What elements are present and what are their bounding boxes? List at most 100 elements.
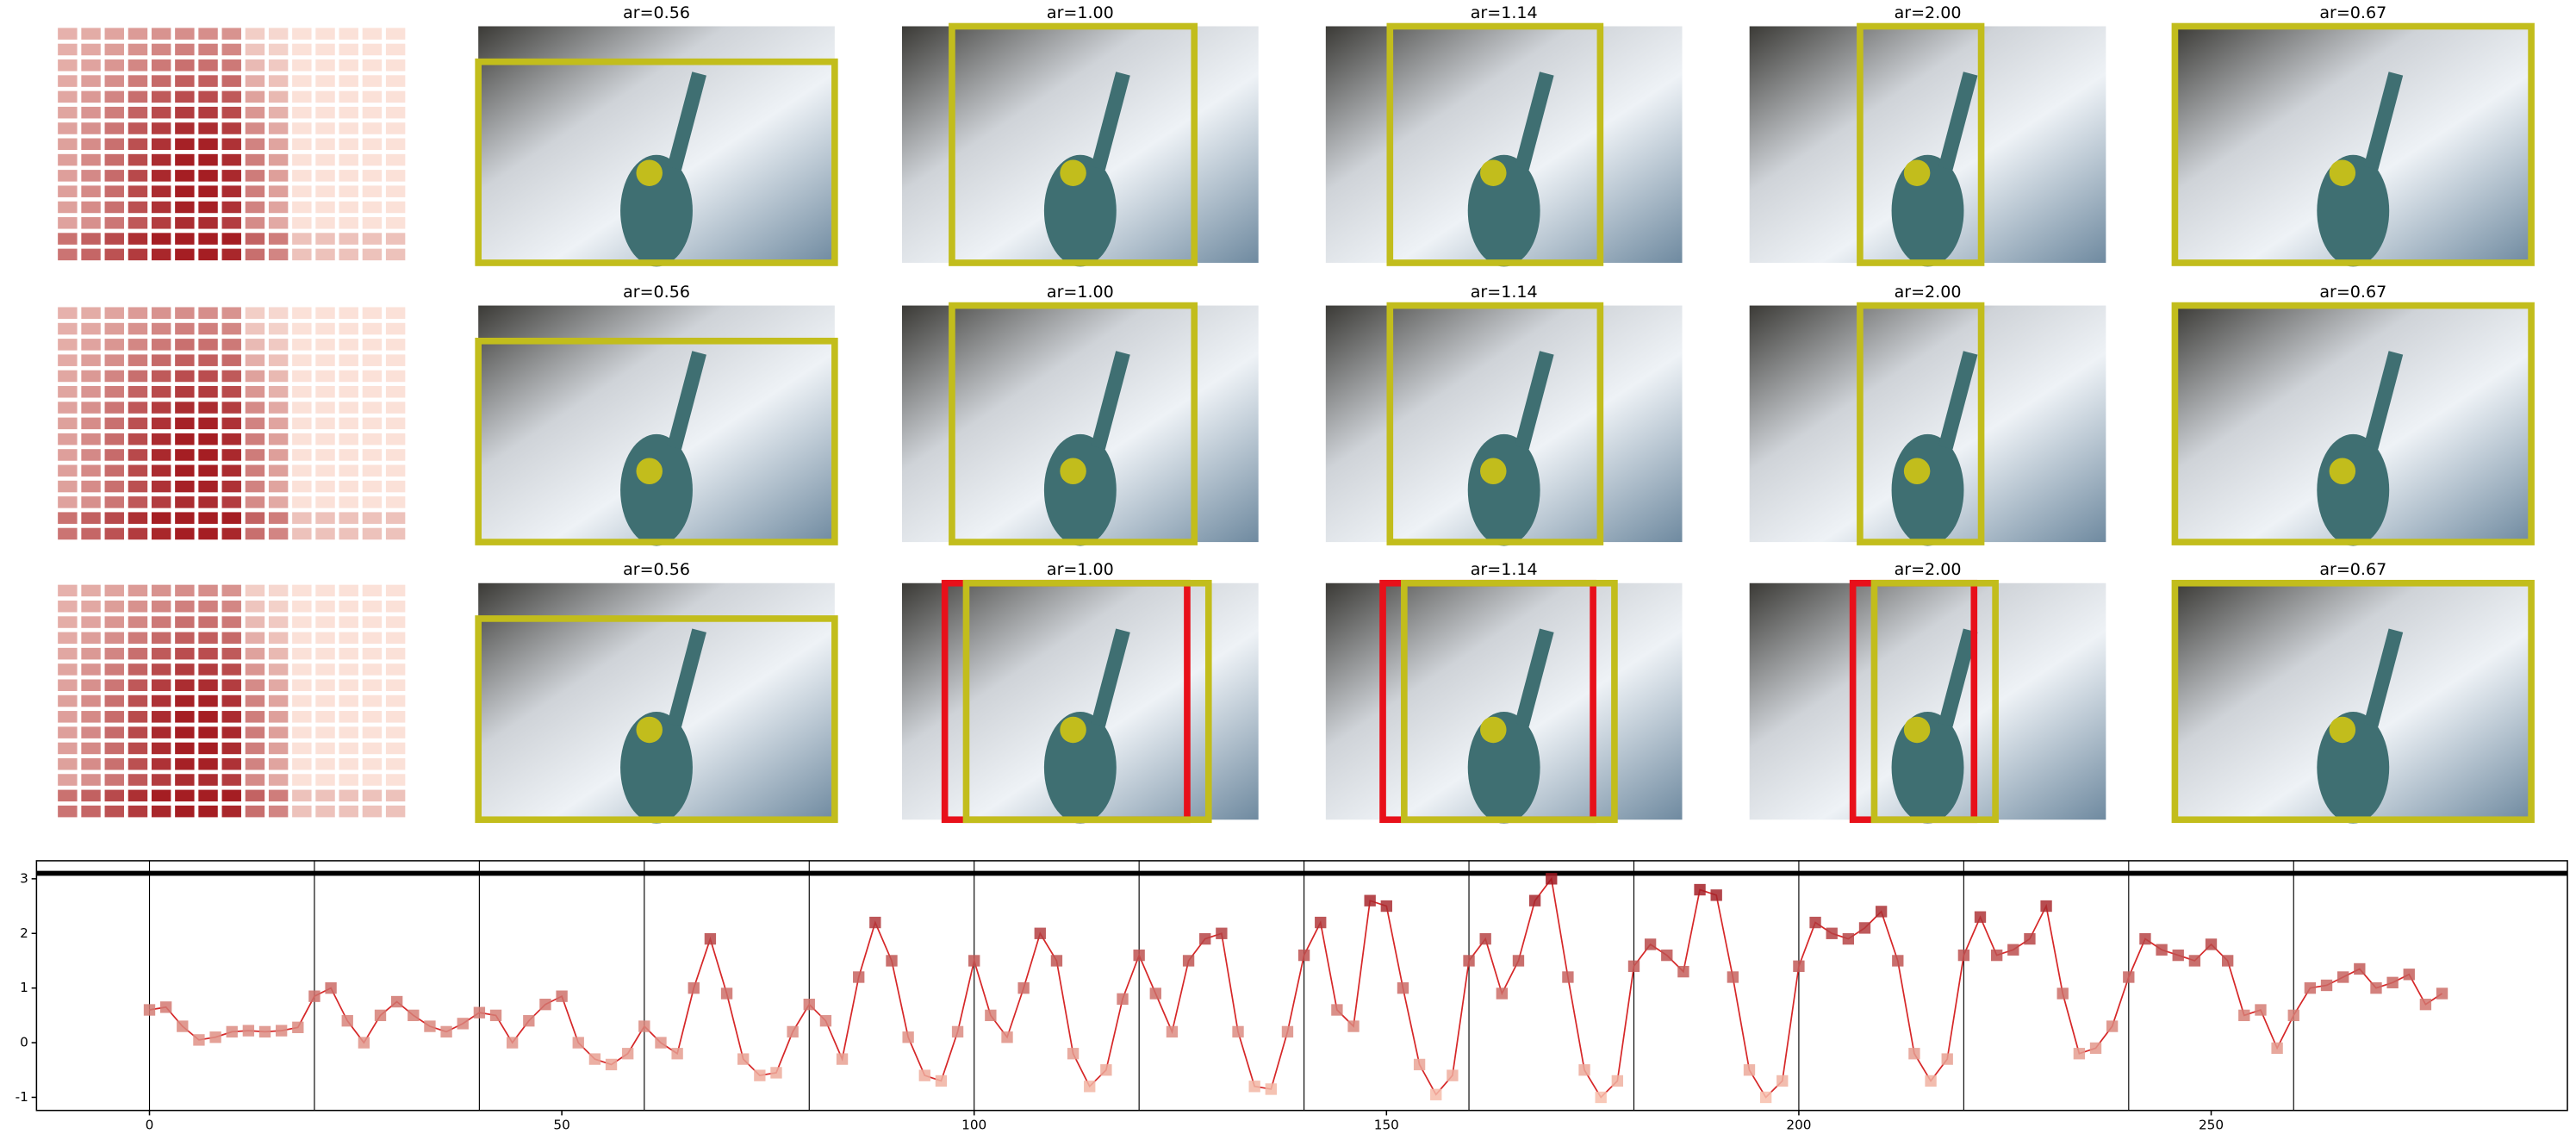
marker xyxy=(2436,987,2448,1000)
heatmap xyxy=(58,307,406,540)
heatmap-cell xyxy=(339,354,358,366)
heatmap-cell xyxy=(315,527,335,540)
heatmap-cell xyxy=(362,616,383,628)
heatmap-cell xyxy=(81,789,101,802)
heatmap-cell xyxy=(385,201,406,214)
marker xyxy=(2320,979,2333,992)
heatmap-cell xyxy=(58,774,78,786)
marker xyxy=(242,1025,255,1037)
heatmap-cell xyxy=(81,138,101,151)
heatmap-cell xyxy=(315,402,335,414)
heatmap-cell xyxy=(339,726,358,738)
heatmap-cell xyxy=(128,464,148,477)
heatmap-cell xyxy=(58,742,78,755)
marker xyxy=(523,1015,535,1027)
yellow-box xyxy=(2171,302,2535,545)
heatmap-cell xyxy=(385,632,406,645)
marker xyxy=(572,1037,584,1049)
heatmap-cell xyxy=(81,201,101,214)
heatmap-cell xyxy=(385,757,406,770)
heatmap-cell xyxy=(292,789,312,802)
heatmap-cell xyxy=(245,307,265,320)
heatmap-cell xyxy=(104,43,124,56)
heatmap-cell xyxy=(339,496,358,508)
marker xyxy=(1743,1064,1756,1076)
heatmap-cell xyxy=(268,233,289,245)
heatmap-cell xyxy=(221,138,241,151)
heatmap-cell xyxy=(315,679,335,691)
marker xyxy=(1347,1020,1360,1032)
swimmer xyxy=(2317,433,2390,546)
heatmap-cell xyxy=(221,248,241,261)
heatmap-cell xyxy=(268,106,289,119)
heatmap-cell xyxy=(81,449,101,461)
heatmap-cell xyxy=(385,322,406,335)
heatmap-cell xyxy=(198,663,218,676)
heatmap-cell xyxy=(362,632,383,645)
heatmap-cell xyxy=(175,584,195,597)
marker xyxy=(1759,1091,1772,1104)
heatmap-cell xyxy=(292,122,312,134)
heatmap-cell xyxy=(104,307,124,320)
heatmap-cell xyxy=(268,695,289,707)
heatmap-cell xyxy=(385,647,406,660)
heatmap-cell xyxy=(292,647,312,660)
marker xyxy=(1265,1083,1277,1095)
marker xyxy=(951,1025,964,1038)
heatmap-cell xyxy=(104,480,124,493)
heatmap-cell xyxy=(175,90,195,103)
y-tick-label: 2 xyxy=(20,925,28,941)
keypoint xyxy=(1060,159,1086,186)
heatmap-cell xyxy=(221,805,241,818)
heatmap-cell xyxy=(128,106,148,119)
swimmer-arm xyxy=(1091,72,1130,171)
heatmap-cell xyxy=(315,217,335,229)
heatmap-cell xyxy=(151,354,171,366)
heatmap-cell xyxy=(268,217,289,229)
heatmap-cell xyxy=(362,385,383,398)
marker xyxy=(2089,1042,2102,1055)
heatmap-cell xyxy=(339,805,358,818)
heatmap-cell xyxy=(292,248,312,261)
heatmap-cell xyxy=(58,122,78,134)
heatmap-cell xyxy=(198,757,218,770)
heatmap-cell xyxy=(268,616,289,628)
marker xyxy=(836,1053,849,1065)
heatmap-cell xyxy=(151,185,171,197)
heatmap-cell xyxy=(198,185,218,197)
heatmap-cell xyxy=(339,153,358,166)
heatmap-cell xyxy=(221,59,241,72)
heatmap-cell xyxy=(151,600,171,613)
heatmap-cell xyxy=(268,153,289,166)
heatmap-cell xyxy=(104,695,124,707)
heatmap-cell xyxy=(81,742,101,755)
heatmap-cell xyxy=(58,616,78,628)
heatmap-cell xyxy=(151,43,171,56)
heatmap-cell xyxy=(128,632,148,645)
heatmap-cell xyxy=(292,742,312,755)
keypoint xyxy=(1060,458,1086,484)
heatmap-cell xyxy=(128,153,148,166)
marker xyxy=(2255,1004,2267,1016)
heatmap-cell xyxy=(198,805,218,818)
heatmap-cell xyxy=(362,307,383,320)
swimmer-arm xyxy=(2363,351,2404,450)
heatmap-cell xyxy=(339,90,358,103)
heatmap-cell xyxy=(339,106,358,119)
heatmap-cell xyxy=(104,106,124,119)
heatmap-cell xyxy=(175,695,195,707)
heatmap-cell xyxy=(128,647,148,660)
heatmap-cell xyxy=(385,742,406,755)
heatmap-cell xyxy=(58,496,78,508)
heatmap-cell xyxy=(385,75,406,87)
heatmap-cell xyxy=(292,805,312,818)
heatmap-cell xyxy=(104,464,124,477)
swimmer-arm xyxy=(1515,72,1554,171)
heatmap-cell xyxy=(58,600,78,613)
heatmap-cell xyxy=(175,75,195,87)
heatmap-cell xyxy=(292,43,312,56)
heatmap-cell xyxy=(385,711,406,723)
heatmap-cell xyxy=(58,233,78,245)
heatmap-cell xyxy=(268,339,289,351)
heatmap-cell xyxy=(221,789,241,802)
